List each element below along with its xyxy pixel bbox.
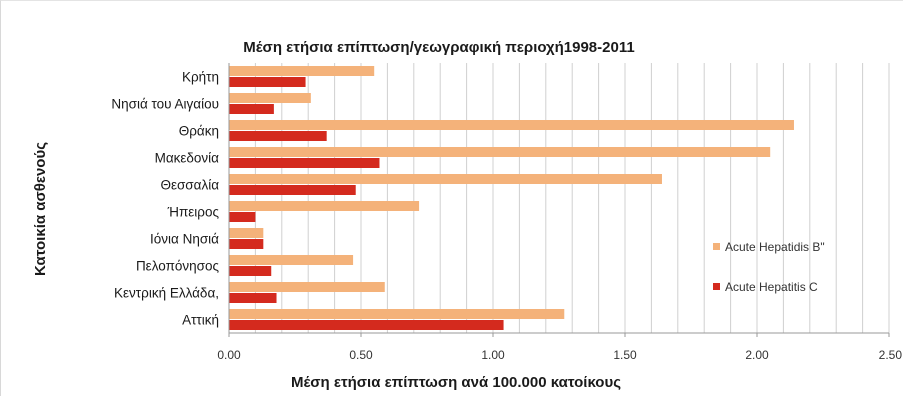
legend-swatch: [713, 283, 720, 290]
bars-group: [229, 66, 794, 330]
x-tick-label: 1.00: [481, 348, 505, 362]
category-labels: Κρήτη Νησιά του Αιγαίου Θράκη Μακεδονία Θεσσ…: [111, 70, 219, 328]
bar-hepatitis-c: [229, 266, 272, 276]
bar-hepatitis-c: [229, 104, 274, 114]
category-label: Ήπειρος: [167, 205, 220, 220]
bar-hepatitis-c: [229, 185, 356, 195]
bar-hepatitis-c: [229, 239, 264, 249]
bar-hepatitis-c: [229, 158, 380, 168]
bar-hepatitis-c: [229, 320, 504, 330]
category-label: Κεντρική Ελλάδα,: [114, 286, 219, 301]
legend-label: Acute Hepatitis C: [725, 280, 818, 294]
x-tick-label: 2.50: [879, 348, 903, 362]
bar-hepatitis-b: [229, 93, 311, 103]
category-label: Ιόνια Νησιά: [150, 232, 219, 247]
bar-hepatitis-c: [229, 212, 256, 222]
category-label: Νησιά του Αιγαίου: [111, 97, 219, 112]
bar-hepatitis-b: [229, 309, 565, 319]
chart-title: Μέση ετήσια επίπτωση/γεωγραφική περιοχή1…: [243, 39, 634, 56]
x-tick-label: 0.50: [349, 348, 373, 362]
bar-hepatitis-b: [229, 201, 420, 211]
legend: Acute Hepatidis B" Acute Hepatitis C: [713, 240, 825, 294]
bar-hepatitis-b: [229, 174, 662, 184]
bar-hepatitis-c: [229, 77, 306, 87]
x-tick-label: 0.00: [217, 348, 241, 362]
category-label: Αττική: [182, 313, 219, 328]
bar-hepatitis-b: [229, 282, 385, 292]
bar-hepatitis-b: [229, 228, 264, 238]
category-label: Θράκη: [179, 124, 219, 139]
bar-hepatitis-b: [229, 66, 375, 76]
gridlines: [228, 63, 890, 333]
category-label: Κρήτη: [182, 70, 219, 85]
x-tick-labels: 0.00 0.50 1.00 1.50 2.00 2.50: [217, 348, 902, 362]
category-label: Μακεδονία: [155, 151, 220, 166]
y-axis-title: Κατοικία ασθενούς: [32, 142, 49, 276]
bar-hepatitis-c: [229, 131, 327, 141]
x-axis-title: Μέση ετήσια επίπτωση ανά 100.000 κατοίκο…: [291, 374, 621, 391]
category-label: Πελοπόνησος: [136, 259, 220, 274]
bar-hepatitis-b: [229, 120, 794, 130]
bar-hepatitis-b: [229, 255, 354, 265]
bar-hepatitis-c: [229, 293, 277, 303]
x-tick-label: 2.00: [745, 348, 769, 362]
legend-swatch: [713, 243, 720, 250]
legend-label: Acute Hepatidis B": [725, 240, 825, 254]
bar-hepatitis-b: [229, 147, 771, 157]
axes-group: [228, 63, 890, 337]
category-label: Θεσσαλία: [160, 178, 219, 193]
x-tick-label: 1.50: [613, 348, 637, 362]
